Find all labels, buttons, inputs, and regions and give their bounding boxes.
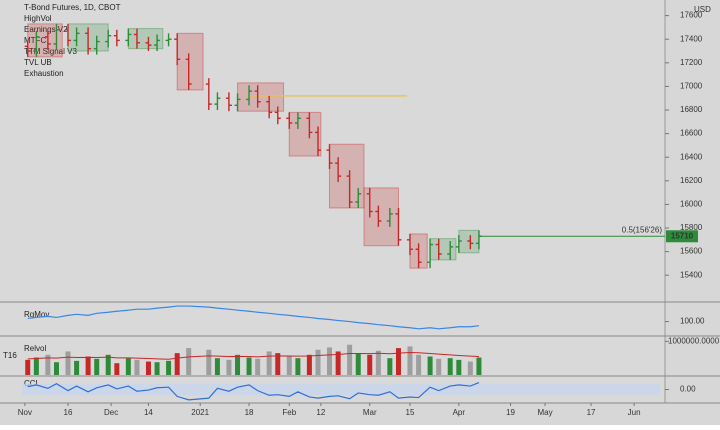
x-tick-label: 2021 [191,408,209,417]
volume-bar [447,358,453,375]
volume-bar [315,349,321,375]
legend-item: TTM Signal V3 [24,47,77,56]
last-price-label: 15710 [671,231,694,240]
volume-bar [53,362,59,375]
legend-item: Exhaustion [24,69,64,78]
cci-label: CCI [24,379,38,388]
volume-bar [255,358,261,375]
volume-tick-label: 1000000.0000 [668,336,720,345]
volume-bar [476,357,482,375]
x-tick-label: 14 [144,408,153,417]
volume-bar [186,348,192,375]
volume-bar [134,359,140,375]
volume-bar [286,356,292,375]
volume-bar [407,346,413,375]
volume-avg-line [27,351,479,360]
volume-bar [387,358,393,375]
x-tick-label: Jun [628,408,641,417]
volume-side-label: T16 [3,351,17,360]
x-tick-label: 12 [316,408,325,417]
volume-bar [45,354,51,375]
volume-bar [114,363,120,375]
volume-bar [145,361,151,375]
volume-bar [306,354,312,375]
volume-bar [166,360,172,375]
zone [429,238,457,261]
volume-bar [395,348,401,375]
volume-bar [427,356,433,375]
volume-bar [335,351,341,375]
y-tick-label: 16000 [680,200,703,209]
volume-bar [154,362,160,375]
volume-bar [74,360,80,375]
x-tick-label: Nov [18,408,32,417]
x-tick-label: 16 [64,408,73,417]
zone [237,82,285,112]
cci-line [27,382,480,401]
volume-bar [295,358,301,375]
x-tick-label: 18 [245,408,254,417]
volume-bar [85,356,91,375]
volume-bar [94,358,100,375]
y-tick-label: 17600 [680,11,703,20]
legend-item: TVL UB [24,58,52,67]
y-tick-label: 15600 [680,247,703,256]
volume-bar [235,354,241,375]
y-tick-label: 16800 [680,105,703,114]
x-tick-label: Dec [104,408,118,417]
x-tick-label: 15 [406,408,415,417]
volume-bar [275,353,281,375]
volume-bar [65,351,71,375]
volume-bar [206,349,212,375]
volume-bar [33,357,39,375]
currency-label: USD [694,5,711,14]
rgmov-line [27,305,480,330]
volume-bar [375,350,381,375]
zone [288,111,322,157]
cci-band [22,383,660,396]
volume-bar [25,359,31,375]
y-tick-label: 16200 [680,176,703,185]
legend-item: HighVol [24,14,52,23]
volume-bar [467,361,473,375]
volume-label: Relvol [24,344,46,353]
y-tick-label: 16400 [680,152,703,161]
y-tick-label: 17000 [680,82,703,91]
volume-bar [347,344,353,375]
volume-bar [456,359,462,375]
volume-bar [416,354,422,375]
volume-bar [355,353,361,375]
y-tick-label: 17400 [680,34,703,43]
y-tick-label: 16600 [680,129,703,138]
x-tick-label: Feb [282,408,296,417]
chart-title: T-Bond Futures, 1D, CBOT [24,3,121,12]
x-tick-label: Mar [363,408,377,417]
rgmov-tick-label: 100.00 [680,317,705,326]
y-tick-label: 15800 [680,223,703,232]
x-tick-label: Apr [453,408,466,417]
rgmov-label: RgMov [24,310,49,319]
x-tick-label: 19 [506,408,515,417]
volume-bar [266,351,272,375]
volume-bar [367,354,373,375]
last-price-annotation: 0.5(156'26) [622,225,663,234]
cci-tick-label: 0.00 [680,385,696,394]
y-tick-label: 17200 [680,58,703,67]
volume-bar [174,353,180,375]
last-price-tag [666,230,698,243]
legend-item: Earnings V2 [24,25,68,34]
volume-bar [246,357,252,375]
legend-item: MTFC [24,36,46,45]
x-tick-label: May [537,408,552,417]
volume-bar [125,358,131,375]
volume-bar [327,347,333,375]
y-tick-label: 15400 [680,270,703,279]
zone [176,32,204,91]
x-tick-label: 17 [587,408,596,417]
volume-bar [214,358,220,375]
volume-bar [436,358,442,375]
volume-bar [105,354,111,375]
volume-bar [226,359,232,375]
